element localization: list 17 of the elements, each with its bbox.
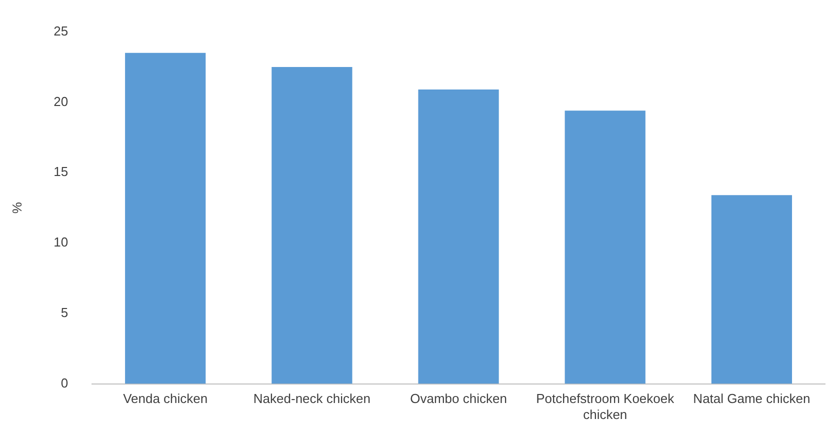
- y-tick-label: 10: [54, 234, 68, 250]
- bar: [125, 52, 206, 384]
- bar: [272, 67, 352, 384]
- y-tick-label: 25: [54, 23, 68, 38]
- bar: [418, 90, 499, 384]
- y-axis-title: %: [9, 202, 24, 214]
- y-tick-label: 15: [54, 164, 68, 180]
- y-tick-label: 0: [60, 375, 68, 390]
- bar: [711, 195, 792, 384]
- x-tick-label: Naked-neck chicken: [253, 391, 370, 406]
- y-tick-label: 5: [60, 304, 68, 320]
- x-tick-label: Potchefstroom Koekoek chicken: [536, 391, 675, 422]
- bar: [564, 110, 646, 384]
- x-tick-label: Venda chicken: [123, 391, 208, 406]
- x-tick-label: Ovambo chicken: [410, 391, 507, 406]
- x-tick-label: Natal Game chicken: [693, 391, 810, 406]
- y-tick-label: 20: [54, 94, 68, 109]
